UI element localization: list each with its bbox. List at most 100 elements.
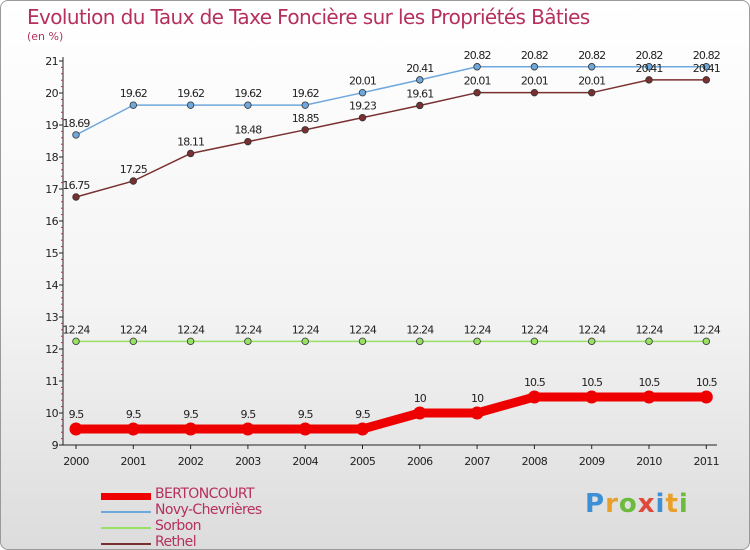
data-point: [186, 149, 195, 158]
logo-letter: r: [605, 489, 619, 519]
data-label: 19.23: [349, 100, 377, 113]
data-point: [129, 101, 137, 109]
x-tick-label: 2001: [120, 455, 146, 468]
data-point: [129, 337, 137, 346]
data-label: 20.41: [406, 62, 433, 75]
x-tick-label: 2011: [693, 455, 719, 468]
y-tick-label: 18: [45, 151, 58, 164]
logo-letter: x: [637, 489, 656, 519]
data-label: 12.24: [349, 323, 377, 336]
data-label: 20.01: [578, 75, 605, 88]
data-point: [588, 337, 596, 346]
data-label: 12.24: [464, 323, 492, 336]
x-tick-label: 2006: [407, 455, 433, 468]
x-tick-label: 2005: [350, 455, 376, 468]
data-label: 12.24: [521, 323, 549, 336]
y-tick-label: 21: [45, 55, 58, 68]
data-point: [642, 390, 656, 404]
data-point: [126, 422, 140, 436]
data-point: [416, 337, 424, 346]
y-tick-label: 11: [45, 375, 58, 388]
data-point: [301, 126, 309, 134]
data-label: 17.25: [120, 163, 148, 176]
x-tick-label: 2010: [636, 455, 662, 468]
legend-item: Novy-Chevrières: [101, 502, 361, 519]
data-label: 12.24: [578, 323, 606, 336]
x-tick-label: 2000: [63, 455, 89, 468]
chart-title: Evolution du Taux de Taxe Foncière sur l…: [27, 5, 590, 29]
data-label: 9.5: [126, 408, 142, 421]
data-point: [356, 422, 369, 436]
data-label: 12.24: [234, 323, 262, 336]
data-label: 10.5: [696, 376, 718, 389]
data-point: [702, 63, 710, 71]
data-point: [530, 63, 539, 71]
data-point: [473, 337, 481, 346]
data-label: 20.41: [693, 62, 720, 75]
data-label: 20.82: [693, 49, 720, 62]
data-label: 9.5: [69, 408, 85, 421]
logo-letter: P: [585, 489, 606, 519]
data-label: 9.5: [241, 408, 257, 421]
data-label: 18.69: [63, 117, 91, 130]
legend-swatch: [101, 511, 151, 513]
data-label: 20.01: [349, 75, 376, 88]
data-point: [588, 88, 596, 97]
data-label: 19.62: [177, 87, 204, 100]
y-tick-label: 20: [45, 87, 58, 100]
data-label: 18.48: [234, 124, 262, 137]
data-point: [530, 337, 539, 346]
data-label: 12.24: [636, 323, 664, 336]
data-label: 19.62: [120, 87, 147, 100]
y-tick-label: 16: [45, 215, 58, 228]
data-point: [702, 337, 710, 346]
data-point: [358, 88, 367, 97]
data-label: 19.62: [292, 87, 319, 100]
data-label: 9.5: [298, 408, 314, 421]
data-point: [298, 422, 312, 436]
x-tick-label: 2008: [522, 455, 548, 468]
data-point: [244, 101, 252, 109]
legend-swatch: [101, 492, 151, 500]
data-point: [645, 337, 653, 346]
data-point: [527, 390, 541, 404]
data-label: 10.5: [524, 376, 546, 389]
axes: 9 10 11 12 13 14 15 16 17 18 19 20 21 2000 2001 2002 200…: [45, 55, 720, 468]
data-label: 10: [471, 392, 484, 405]
y-axis-unit-label: (en %): [27, 30, 64, 43]
data-point: [358, 337, 367, 346]
series-line-1: [75, 66, 708, 136]
data-point: [244, 337, 252, 346]
data-point: [416, 76, 424, 84]
x-tick-label: 2003: [235, 455, 261, 468]
data-label: 20.82: [464, 49, 491, 62]
data-label: 12.24: [120, 323, 148, 336]
data-label: 10.5: [639, 376, 661, 389]
data-point: [241, 422, 255, 436]
legend-label: BERTONCOURT: [155, 486, 255, 502]
data-point: [69, 422, 83, 436]
data-label: 12.24: [406, 323, 434, 336]
legend-item: BERTONCOURT: [101, 486, 361, 503]
x-tick-label: 2002: [178, 455, 204, 468]
legend-swatch: [101, 543, 151, 545]
legend-label: Sorbon: [155, 518, 202, 534]
y-tick-label: 15: [45, 247, 58, 260]
data-point: [358, 113, 367, 122]
data-label: 20.82: [636, 49, 663, 62]
data-point: [186, 337, 195, 346]
data-label: 20.82: [521, 49, 548, 62]
x-tick-label: 2007: [464, 455, 490, 468]
y-tick-label: 10: [45, 407, 58, 420]
series-line-0: [71, 392, 711, 434]
data-label: 12.24: [693, 323, 721, 336]
logo-letter: t: [665, 489, 679, 519]
y-tick-label: 9: [52, 439, 59, 452]
logo-letter: i: [678, 489, 689, 519]
logo-letter: o: [618, 489, 638, 519]
data-point: [244, 137, 252, 146]
data-label: 10.5: [581, 376, 603, 389]
data-point: [470, 406, 484, 420]
data-point: [585, 390, 599, 404]
